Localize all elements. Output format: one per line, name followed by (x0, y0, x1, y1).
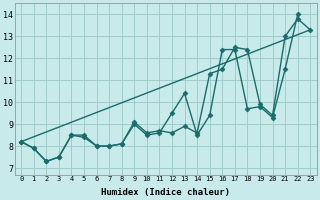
X-axis label: Humidex (Indice chaleur): Humidex (Indice chaleur) (101, 188, 230, 197)
